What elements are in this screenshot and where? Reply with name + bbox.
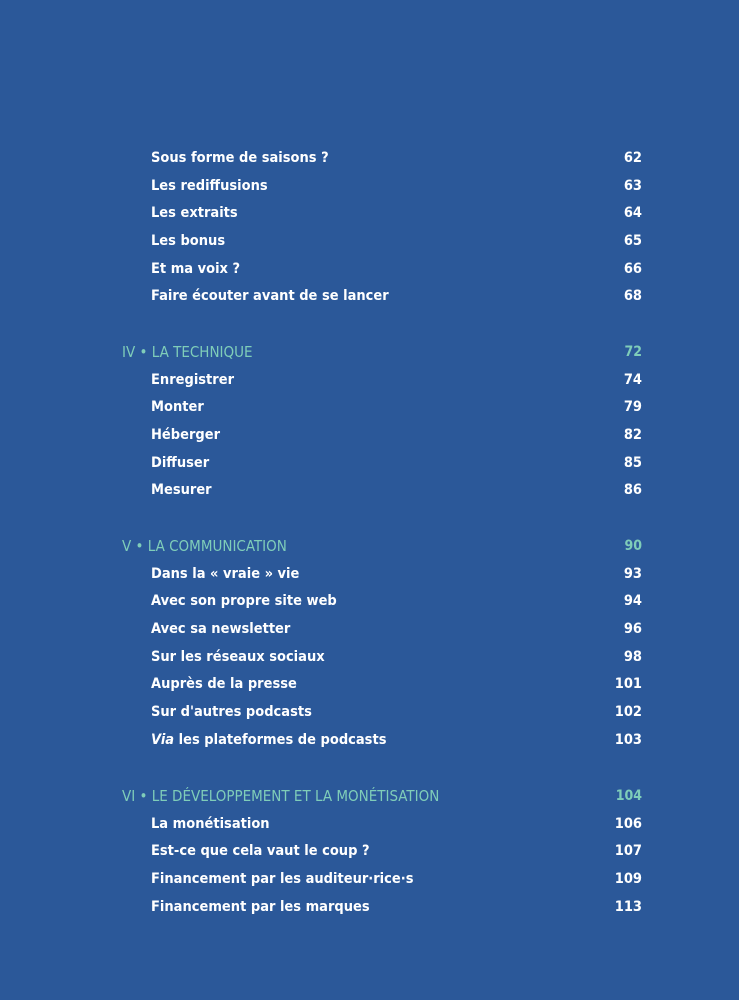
entry-title: Avec son propre site web <box>151 593 337 610</box>
entry-page-number: 98 <box>623 648 642 665</box>
toc-entry[interactable]: Dans la « vraie » vie 93 <box>0 561 739 589</box>
toc-entry[interactable]: Financement par les marques 113 <box>0 894 739 922</box>
toc-entry[interactable]: Les rediffusions 63 <box>0 173 739 201</box>
toc-entry[interactable]: Les bonus 65 <box>0 228 739 256</box>
toc-entry[interactable]: Auprès de la presse 101 <box>0 671 739 699</box>
entry-title: Enregistrer <box>151 371 235 388</box>
toc-entry[interactable]: Sur d'autres podcasts 102 <box>0 699 739 727</box>
entry-page-number: 65 <box>623 233 642 250</box>
entry-page-number: 109 <box>614 871 642 888</box>
entry-title: Mesurer <box>151 482 212 499</box>
toc-entry[interactable]: Avec son propre site web 94 <box>0 588 739 616</box>
entry-title: IV • LA TECHNIQUE <box>122 343 253 361</box>
entry-page-number: 90 <box>624 538 642 554</box>
toc-entry[interactable]: La monétisation 106 <box>0 811 739 839</box>
entry-title: Faire écouter avant de se lancer <box>151 288 389 305</box>
entry-page-number: 107 <box>614 843 642 860</box>
entry-page-number: 104 <box>615 788 642 804</box>
entry-title: Est-ce que cela vaut le coup ? <box>151 843 370 860</box>
entry-page-number: 68 <box>623 288 642 305</box>
toc-entry[interactable]: Mesurer 86 <box>0 477 739 505</box>
toc-entry[interactable]: Faire écouter avant de se lancer 68 <box>0 283 739 311</box>
entry-title: Diffuser <box>151 454 210 471</box>
entry-page-number: 101 <box>614 676 642 693</box>
entry-page-number: 93 <box>623 565 642 582</box>
entry-page-number: 74 <box>623 371 642 388</box>
toc-section: V • LA COMMUNICATION 90 Dans la « vraie » … <box>0 533 739 755</box>
entry-page-number: 96 <box>623 621 642 638</box>
toc-entry[interactable]: Enregistrer 74 <box>0 367 739 395</box>
toc-entry[interactable]: Héberger 82 <box>0 422 739 450</box>
section-heading[interactable]: VI • LE DÉVELOPPEMENT ET LA MONÉTISATION… <box>0 783 739 811</box>
entry-title: Les rediffusions <box>151 177 268 194</box>
toc-entry[interactable]: Via les plateformes de podcasts 103 <box>0 727 739 755</box>
toc-entry[interactable]: Financement par les auditeur·rice·s 109 <box>0 866 739 894</box>
entry-title: Sur les réseaux sociaux <box>151 648 325 665</box>
toc-entry[interactable]: Et ma voix ? 66 <box>0 256 739 284</box>
toc-entry[interactable]: Sur les réseaux sociaux 98 <box>0 644 739 672</box>
entry-title: Financement par les marques <box>151 898 370 915</box>
entry-title-italic: Via <box>151 731 175 748</box>
entry-title: La monétisation <box>151 815 270 832</box>
toc-entry[interactable]: Monter 79 <box>0 394 739 422</box>
entry-title: Dans la « vraie » vie <box>151 565 300 582</box>
entry-title: Et ma voix ? <box>151 260 241 277</box>
entry-title: Auprès de la presse <box>151 676 297 693</box>
toc-section: IV • LA TECHNIQUE 72 Enregistrer 74 Monter 79… <box>0 339 739 505</box>
entry-title: Sur d'autres podcasts <box>151 704 312 721</box>
entry-title: V • LA COMMUNICATION <box>122 537 287 555</box>
toc-entry[interactable]: Diffuser 85 <box>0 450 739 478</box>
entry-page-number: 63 <box>623 177 642 194</box>
entry-title: Héberger <box>151 427 221 444</box>
entry-page-number: 102 <box>614 704 642 721</box>
entry-title: VI • LE DÉVELOPPEMENT ET LA MONÉTISATION <box>122 787 440 805</box>
entry-page-number: 85 <box>623 454 642 471</box>
entry-page-number: 72 <box>624 344 642 360</box>
entry-page-number: 86 <box>623 482 642 499</box>
section-heading[interactable]: IV • LA TECHNIQUE 72 <box>0 339 739 367</box>
toc-entry[interactable]: Avec sa newsletter 96 <box>0 616 739 644</box>
entry-title: Les bonus <box>151 233 226 250</box>
toc-section: Sous forme de saisons ? 62 Les rediffusion… <box>0 145 739 311</box>
entry-title: Sous forme de saisons ? <box>151 150 329 166</box>
toc-entry[interactable]: Est-ce que cela vaut le coup ? 107 <box>0 838 739 866</box>
entry-page-number: 79 <box>623 399 642 416</box>
entry-page-number: 82 <box>623 427 642 444</box>
toc-entry[interactable]: Les extraits 64 <box>0 200 739 228</box>
entry-page-number: 106 <box>614 815 642 832</box>
section-heading[interactable]: V • LA COMMUNICATION 90 <box>0 533 739 561</box>
toc-section: VI • LE DÉVELOPPEMENT ET LA MONÉTISATION… <box>0 783 739 921</box>
entry-page-number: 66 <box>623 260 642 277</box>
entry-page-number: 103 <box>614 731 642 748</box>
entry-page-number: 94 <box>623 593 642 610</box>
entry-page-number: 113 <box>614 898 642 915</box>
entry-title-rest: les plateformes de podcasts <box>174 731 387 748</box>
entry-title: Financement par les auditeur·rice·s <box>151 871 414 888</box>
entry-title: Via les plateformes de podcasts <box>151 727 386 755</box>
entry-page-number: 64 <box>623 205 642 222</box>
entry-page-number: 62 <box>623 150 642 166</box>
entry-title: Monter <box>151 399 204 416</box>
toc-entry[interactable]: Sous forme de saisons ? 62 <box>0 145 739 173</box>
entry-title: Avec sa newsletter <box>151 621 291 638</box>
entry-title: Les extraits <box>151 205 238 222</box>
